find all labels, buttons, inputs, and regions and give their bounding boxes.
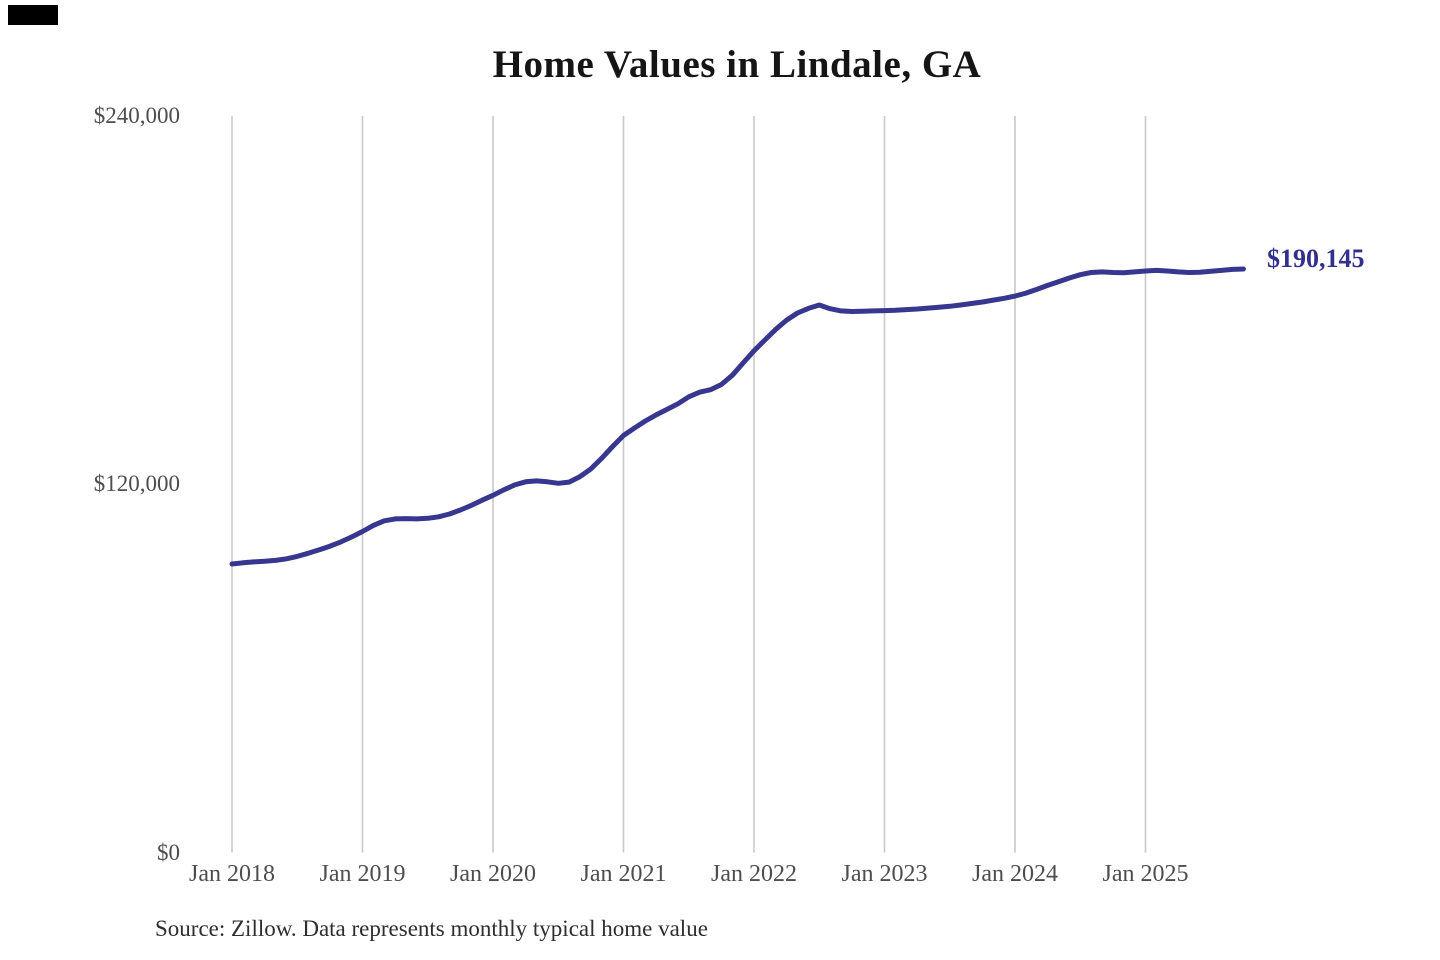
home-value-line bbox=[229, 266, 1246, 567]
y-axis-tick-240000: $240,000 bbox=[93, 103, 180, 128]
source-note: Source: Zillow. Data represents monthly … bbox=[155, 916, 708, 941]
y-axis-tick-0: $0 bbox=[157, 839, 180, 865]
x-axis-tick-jan-2018: Jan 2018 bbox=[189, 861, 275, 887]
corner-mark bbox=[8, 5, 58, 25]
chart-title: Home Values in Lindale, GA bbox=[492, 43, 982, 86]
gridlines bbox=[231, 116, 1147, 853]
latest-value-label: $190,145 bbox=[1267, 244, 1365, 273]
x-axis-tick-jan-2022: Jan 2022 bbox=[711, 861, 797, 887]
x-axis-tick-jan-2024: Jan 2024 bbox=[972, 861, 1058, 887]
x-axis-tick-jan-2025: Jan 2025 bbox=[1102, 861, 1189, 887]
x-axis-tick-jan-2020: Jan 2020 bbox=[450, 861, 536, 887]
x-axis-tick-jan-2019: Jan 2019 bbox=[319, 861, 406, 887]
x-axis-tick-jan-2021: Jan 2021 bbox=[580, 861, 667, 887]
y-axis-tick-120000: $120,000 bbox=[93, 471, 180, 497]
x-axis-tick-jan-2023: Jan 2023 bbox=[841, 861, 928, 887]
